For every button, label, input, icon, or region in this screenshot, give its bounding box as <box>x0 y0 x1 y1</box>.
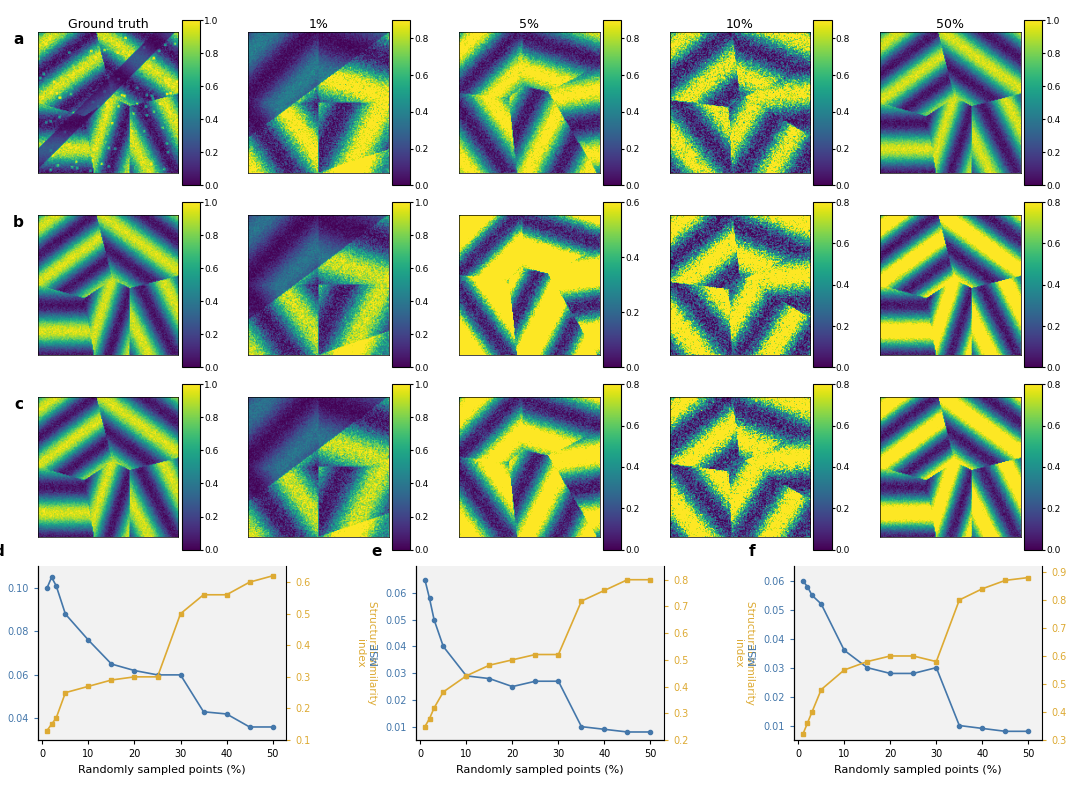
Title: Ground truth: Ground truth <box>68 18 148 31</box>
Text: b: b <box>13 214 24 230</box>
Title: 1%: 1% <box>309 18 328 31</box>
Text: f: f <box>748 545 756 559</box>
Y-axis label: MSE: MSE <box>369 642 379 665</box>
Y-axis label: MSE: MSE <box>747 642 757 665</box>
Y-axis label: Structural similarity
index: Structural similarity index <box>733 602 755 705</box>
Text: a: a <box>13 33 24 47</box>
Text: c: c <box>15 397 24 412</box>
Y-axis label: MSE: MSE <box>0 642 2 665</box>
Text: d: d <box>0 545 4 559</box>
Y-axis label: Structural similarity
index: Structural similarity index <box>355 602 377 705</box>
Title: 10%: 10% <box>726 18 754 31</box>
X-axis label: Randomly sampled points (%): Randomly sampled points (%) <box>834 765 1002 774</box>
Title: 50%: 50% <box>936 18 964 31</box>
X-axis label: Randomly sampled points (%): Randomly sampled points (%) <box>78 765 246 774</box>
Title: 5%: 5% <box>519 18 539 31</box>
Text: e: e <box>370 545 381 559</box>
X-axis label: Randomly sampled points (%): Randomly sampled points (%) <box>456 765 624 774</box>
